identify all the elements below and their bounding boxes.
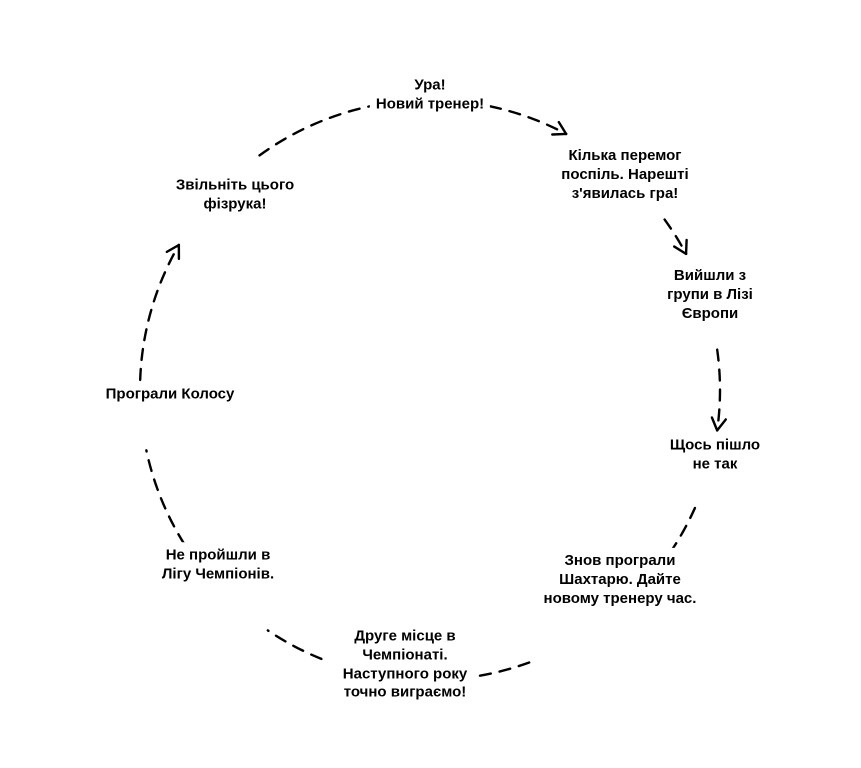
arrowhead-line xyxy=(552,134,566,135)
cycle-diagram: Ура! Новий тренер! Кілька перемог поспіль… xyxy=(0,0,861,768)
arrowhead-line xyxy=(559,122,566,134)
cycle-node: Щось пішло не так xyxy=(664,432,766,478)
arc-segment xyxy=(665,220,686,254)
arc-segment xyxy=(140,245,179,380)
cycle-node: Знов програли Шахтарю. Дайте новому трен… xyxy=(538,548,703,612)
cycle-node: Звільніть цього фізрука! xyxy=(170,172,300,218)
arrowhead-line xyxy=(712,418,717,431)
cycle-node: Вийшли з групи в Лізі Європи xyxy=(661,263,759,327)
arrowhead-line xyxy=(167,245,179,252)
cycle-node: Друге місце в Чемпіонаті. Наступного рок… xyxy=(337,624,473,707)
arrowhead-line xyxy=(686,240,687,254)
arc-segment xyxy=(470,663,529,678)
arc-segment xyxy=(717,350,720,431)
arrowhead-line xyxy=(674,247,686,254)
cycle-node: Кілька перемог поспіль. Нарешті з'явилас… xyxy=(555,143,694,207)
cycle-node: Ура! Новий тренер! xyxy=(370,72,490,118)
arc-segment xyxy=(146,450,184,543)
cycle-node: Не пройшли в Лігу Чемпіонів. xyxy=(156,542,280,588)
arc-segment xyxy=(268,630,322,658)
cycle-node: Програли Колосу xyxy=(100,382,241,409)
